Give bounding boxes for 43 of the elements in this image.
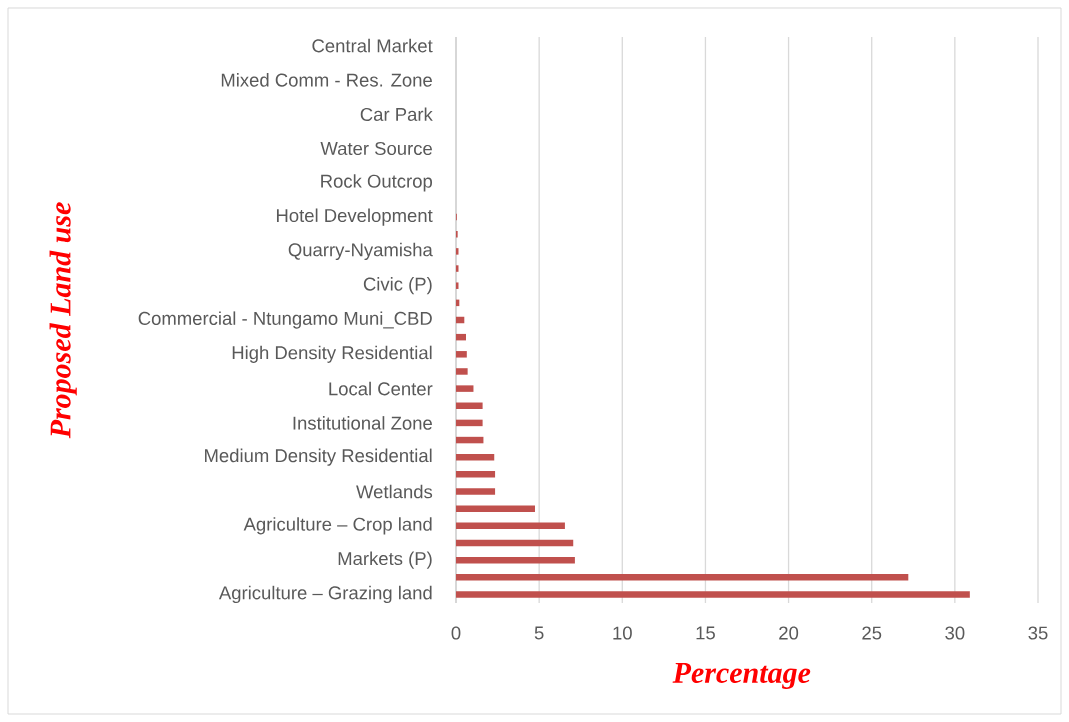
bar (456, 574, 909, 581)
y-tick-label: High Density Residential (232, 345, 432, 363)
y-tick-label: Car Park (360, 107, 433, 121)
bar (456, 505, 535, 512)
y-tick-label: Medium Density Residential (205, 448, 432, 466)
y-tick-label: Markets (P) (338, 551, 432, 569)
y-tick-label: Hotel Development (276, 208, 433, 226)
y-tick-label: Water Source (320, 141, 432, 156)
x-tick-label: 15 (696, 626, 715, 640)
x-tick-label: 10 (613, 626, 632, 640)
x-tick-label: 20 (779, 626, 799, 640)
bar (456, 419, 483, 427)
x-axis-title: Percentage (672, 663, 811, 690)
y-tick-label: Institutional Zone (293, 416, 432, 430)
y-tick-label: Local Center (329, 381, 433, 396)
y-tick-label: Central Market (312, 38, 433, 53)
bar (456, 402, 483, 410)
bar (456, 351, 467, 358)
x-tick-label: 30 (945, 626, 965, 640)
bar (456, 333, 466, 341)
bar (456, 368, 468, 375)
y-tick-label: Agriculture – Crop land (243, 517, 432, 535)
y-tick-label: Civic (P) (363, 277, 432, 295)
x-tick-label: 5 (534, 626, 544, 640)
y-tick-label: Quarry-Nyamisha (288, 242, 433, 261)
y-tick-label: Agriculture – Grazing land (218, 585, 432, 604)
bar (456, 488, 496, 495)
bar (456, 453, 495, 461)
y-tick-label: Wetlands (356, 484, 433, 499)
bar (456, 471, 496, 478)
x-tick-label: 0 (451, 626, 461, 640)
bar (456, 539, 574, 547)
x-tick-label: 35 (1028, 626, 1048, 640)
y-axis-title: Proposed Land use (49, 202, 77, 439)
bar (456, 385, 474, 392)
bar (456, 556, 575, 564)
x-tick-label: 25 (862, 626, 882, 640)
y-tick-label: Rock Outcrop (321, 174, 432, 192)
bar (456, 591, 970, 598)
y-tick-label: Commercial - Ntungamo Muni_CBD (138, 311, 432, 329)
bar (456, 522, 565, 530)
bar (456, 436, 484, 444)
y-tick-label: Mixed Comm - Res. Zone (221, 73, 432, 87)
